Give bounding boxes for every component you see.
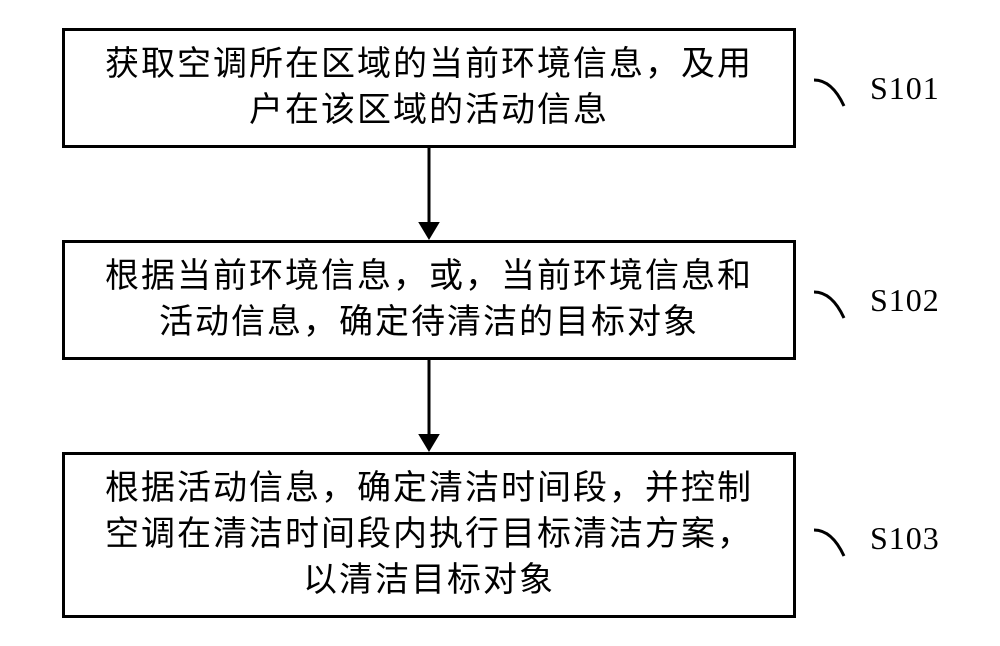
flowchart-label-s102: S102 <box>870 282 940 319</box>
flowchart-node-s102-text: 根据当前环境信息，或，当前环境信息和 活动信息，确定待清洁的目标对象 <box>105 254 753 346</box>
flowchart-node-s103-text: 根据活动信息，确定清洁时间段，并控制 空调在清洁时间段内执行目标清洁方案， 以清… <box>105 466 753 604</box>
flowchart-edge-2 <box>409 360 449 452</box>
flowchart-label-connector-s102 <box>814 290 864 330</box>
flowchart-edge-1 <box>409 148 449 240</box>
flowchart-node-s103: 根据活动信息，确定清洁时间段，并控制 空调在清洁时间段内执行目标清洁方案， 以清… <box>62 452 796 618</box>
flowchart-label-s101: S101 <box>870 70 940 107</box>
flowchart-node-s101: 获取空调所在区域的当前环境信息，及用 户在该区域的活动信息 <box>62 28 796 148</box>
flowchart-node-s101-text: 获取空调所在区域的当前环境信息，及用 户在该区域的活动信息 <box>105 42 753 134</box>
flowchart-node-s102: 根据当前环境信息，或，当前环境信息和 活动信息，确定待清洁的目标对象 <box>62 240 796 360</box>
flowchart-label-s103: S103 <box>870 520 940 557</box>
flowchart-canvas: 获取空调所在区域的当前环境信息，及用 户在该区域的活动信息 S101 根据当前环… <box>0 0 1000 646</box>
flowchart-label-connector-s103 <box>814 528 864 568</box>
flowchart-label-connector-s101 <box>814 78 864 118</box>
